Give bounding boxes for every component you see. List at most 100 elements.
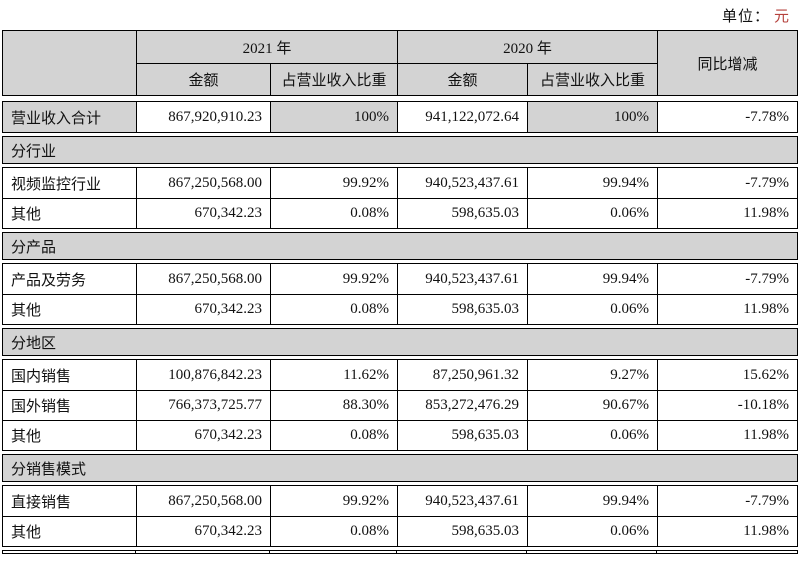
product-other-amount-2020: 598,635.03: [397, 294, 527, 324]
sales-model-other-amount-2021: 670,342.23: [136, 516, 270, 546]
industry-other-label: 其他: [3, 198, 136, 228]
sales-model-other-label: 其他: [3, 516, 136, 546]
video-surveillance-label: 视频监控行业: [3, 168, 136, 198]
product-other-ratio-2021: 0.08%: [270, 294, 397, 324]
overseas-sales-amount-2021: 766,373,725.77: [136, 390, 270, 420]
industry-other-ratio-2021: 0.08%: [270, 198, 397, 228]
direct-sales-amount-2020: 940,523,437.61: [397, 486, 527, 516]
header-year-2021: 2021 年: [136, 31, 397, 63]
overseas-sales-ratio-2021: 88.30%: [270, 390, 397, 420]
direct-sales-ratio-2020: 99.94%: [527, 486, 657, 516]
section-row-by-product: 分产品: [2, 232, 798, 260]
revenue-total-ratio-2021: 100%: [270, 102, 397, 132]
domestic-sales-amount-2021: 100,876,842.23: [136, 360, 270, 390]
video-surveillance-amount-2020: 940,523,437.61: [397, 168, 527, 198]
product-other-label: 其他: [3, 294, 136, 324]
sales-model-other-yoy: 11.98%: [657, 516, 797, 546]
section-row-by-industry: 分行业: [2, 136, 798, 164]
domestic-sales-yoy: 15.62%: [657, 360, 797, 390]
overseas-sales-label: 国外销售: [3, 390, 136, 420]
product-other-yoy: 11.98%: [657, 294, 797, 324]
region-other-amount-2020: 598,635.03: [397, 420, 527, 450]
clipped-cell: [396, 551, 526, 553]
revenue-total-amount-2021: 867,920,910.23: [136, 102, 270, 132]
clipped-cell: [135, 551, 269, 553]
header-yoy: 同比增减: [657, 31, 797, 95]
header-amount-2020: 金额: [397, 63, 527, 95]
products-and-services-amount-2020: 940,523,437.61: [397, 264, 527, 294]
revenue-total-yoy: -7.78%: [657, 102, 797, 132]
clipped-cell: [269, 551, 396, 553]
video-surveillance-ratio-2020: 99.94%: [527, 168, 657, 198]
table-row-revenue-total: 营业收入合计 867,920,910.23 100% 941,122,072.64 10…: [3, 102, 797, 132]
industry-other-amount-2021: 670,342.23: [136, 198, 270, 228]
products-and-services-ratio-2020: 99.94%: [527, 264, 657, 294]
revenue-total-label: 营业收入合计: [3, 102, 136, 132]
product-other-ratio-2020: 0.06%: [527, 294, 657, 324]
region-other-ratio-2020: 0.06%: [527, 420, 657, 450]
industry-other-yoy: 11.98%: [657, 198, 797, 228]
region-other-yoy: 11.98%: [657, 420, 797, 450]
table-body: 营业收入合计 867,920,910.23 100% 941,122,072.64 10…: [2, 101, 798, 547]
product-other-amount-2021: 670,342.23: [136, 294, 270, 324]
products-and-services-yoy: -7.79%: [657, 264, 797, 294]
table-row-products-and-services: 产品及劳务 867,250,568.00 99.92% 940,523,437.61 9…: [3, 264, 797, 294]
direct-sales-yoy: -7.79%: [657, 486, 797, 516]
unit-currency: 元: [773, 9, 790, 25]
table-header: 2021 年 2020 年 同比增减 金额 占营业收入比重 金额 占营业收入比重: [2, 30, 798, 96]
table-row-domestic-sales: 国内销售 100,876,842.23 11.62% 87,250,961.32 9.2…: [3, 360, 797, 390]
overseas-sales-ratio-2020: 90.67%: [527, 390, 657, 420]
products-and-services-label: 产品及劳务: [3, 264, 136, 294]
revenue-total-amount-2020: 941,122,072.64: [397, 102, 527, 132]
sales-model-other-ratio-2021: 0.08%: [270, 516, 397, 546]
region-other-ratio-2021: 0.08%: [270, 420, 397, 450]
header-corner-cell: [3, 31, 136, 95]
direct-sales-amount-2021: 867,250,568.00: [136, 486, 270, 516]
clipped-cell: [3, 551, 135, 553]
header-ratio-2020: 占营业收入比重: [527, 63, 657, 95]
domestic-sales-label: 国内销售: [3, 360, 136, 390]
industry-other-ratio-2020: 0.06%: [527, 198, 657, 228]
video-surveillance-ratio-2021: 99.92%: [270, 168, 397, 198]
table-row-sales-model-other: 其他 670,342.23 0.08% 598,635.03 0.06% 11.98%: [3, 516, 797, 546]
direct-sales-ratio-2021: 99.92%: [270, 486, 397, 516]
domestic-sales-amount-2020: 87,250,961.32: [397, 360, 527, 390]
region-other-amount-2021: 670,342.23: [136, 420, 270, 450]
direct-sales-label: 直接销售: [3, 486, 136, 516]
industry-group: 视频监控行业 867,250,568.00 99.92% 940,523,437.61…: [2, 167, 798, 229]
header-amount-2021: 金额: [136, 63, 270, 95]
unit-prefix: 单位：: [721, 9, 770, 25]
products-and-services-ratio-2021: 99.92%: [270, 264, 397, 294]
domestic-sales-ratio-2020: 9.27%: [527, 360, 657, 390]
table-row-overseas-sales: 国外销售 766,373,725.77 88.30% 853,272,476.29 90…: [3, 390, 797, 420]
clipped-cell: [526, 551, 656, 553]
region-other-label: 其他: [3, 420, 136, 450]
table-row-industry-other: 其他 670,342.23 0.08% 598,635.03 0.06% 11.98%: [3, 198, 797, 228]
products-and-services-amount-2021: 867,250,568.00: [136, 264, 270, 294]
industry-other-amount-2020: 598,635.03: [397, 198, 527, 228]
sales-model-other-amount-2020: 598,635.03: [397, 516, 527, 546]
header-ratio-2021: 占营业收入比重: [270, 63, 397, 95]
header-year-2020: 2020 年: [397, 31, 657, 63]
table-row-direct-sales: 直接销售 867,250,568.00 99.92% 940,523,437.61 99…: [3, 486, 797, 516]
table-row-product-other: 其他 670,342.23 0.08% 598,635.03 0.06% 11.98%: [3, 294, 797, 324]
overseas-sales-amount-2020: 853,272,476.29: [397, 390, 527, 420]
region-group: 国内销售 100,876,842.23 11.62% 87,250,961.32 9.2…: [2, 359, 798, 451]
video-surveillance-yoy: -7.79%: [657, 168, 797, 198]
unit-label: 单位：元: [722, 5, 790, 26]
clipped-next-row: [2, 550, 798, 554]
video-surveillance-amount-2021: 867,250,568.00: [136, 168, 270, 198]
section-row-by-sales-model: 分销售模式: [2, 454, 798, 482]
overseas-sales-yoy: -10.18%: [657, 390, 797, 420]
clipped-cell: [656, 551, 795, 553]
domestic-sales-ratio-2021: 11.62%: [270, 360, 397, 390]
revenue-table: 2021 年 2020 年 同比增减 金额 占营业收入比重 金额 占营业收入比重…: [2, 30, 798, 554]
table-row-video-surveillance: 视频监控行业 867,250,568.00 99.92% 940,523,437.61…: [3, 168, 797, 198]
revenue-total-ratio-2020: 100%: [527, 102, 657, 132]
total-row-block: 营业收入合计 867,920,910.23 100% 941,122,072.64 10…: [2, 101, 798, 133]
sales-model-other-ratio-2020: 0.06%: [527, 516, 657, 546]
sales-model-group: 直接销售 867,250,568.00 99.92% 940,523,437.61 99…: [2, 485, 798, 547]
section-row-by-region: 分地区: [2, 328, 798, 356]
product-group: 产品及劳务 867,250,568.00 99.92% 940,523,437.61 9…: [2, 263, 798, 325]
